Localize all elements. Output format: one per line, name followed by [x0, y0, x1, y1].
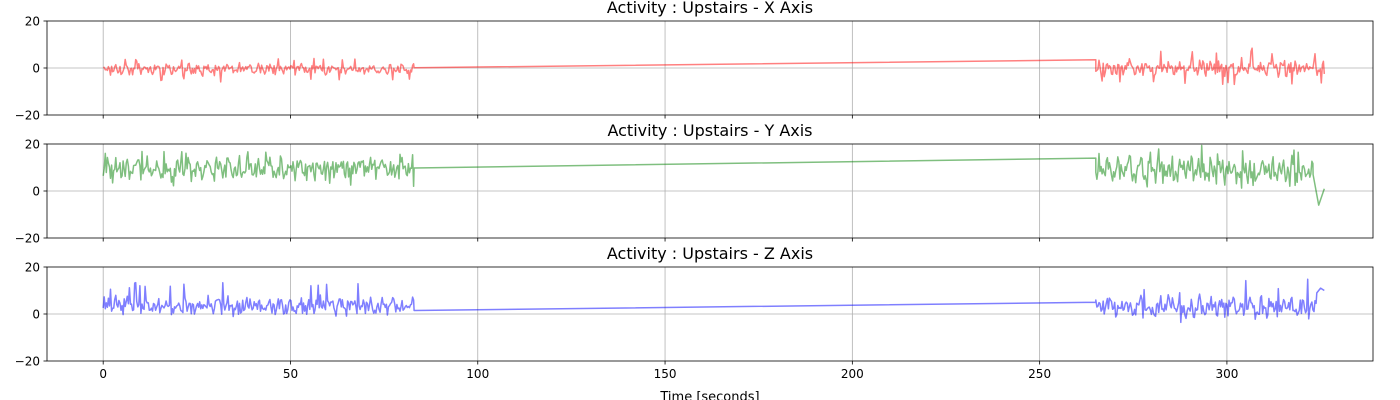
- y-tick-label: −20: [15, 109, 40, 123]
- y-tick-label: 0: [32, 308, 40, 322]
- y-axis-subplot: 20 0 −20 Activity : Upstairs - Y Axis: [15, 121, 1374, 246]
- x-axis-label: Time [seconds]: [659, 390, 759, 400]
- x-axis-subplot: 20 0 −20 Activity : Upstairs - X Axis: [15, 0, 1374, 123]
- x-tick-label: 250: [1028, 367, 1051, 381]
- y-tick-label: −20: [15, 232, 40, 246]
- x-tick-label: 150: [654, 367, 677, 381]
- y-tick-label: 20: [25, 261, 40, 275]
- series-line: [102, 144, 1326, 206]
- x-tick-label: 300: [1215, 367, 1238, 381]
- y-tick-label: 0: [32, 185, 40, 199]
- series-line: [102, 278, 1325, 324]
- y-tick-label: 20: [25, 138, 40, 152]
- x-tick-label: 0: [99, 367, 107, 381]
- x-tick-label: 100: [466, 367, 489, 381]
- y-tick-label: 0: [32, 62, 40, 76]
- subplot-title: Activity : Upstairs - Z Axis: [607, 244, 813, 263]
- subplot-title: Activity : Upstairs - X Axis: [607, 0, 813, 17]
- x-tick-label: 50: [283, 367, 298, 381]
- y-tick-label: −20: [15, 355, 40, 369]
- x-tick-label: 200: [841, 367, 864, 381]
- subplot-title: Activity : Upstairs - Y Axis: [607, 121, 812, 140]
- y-tick-label: 20: [25, 15, 40, 29]
- series-line: [103, 47, 1326, 86]
